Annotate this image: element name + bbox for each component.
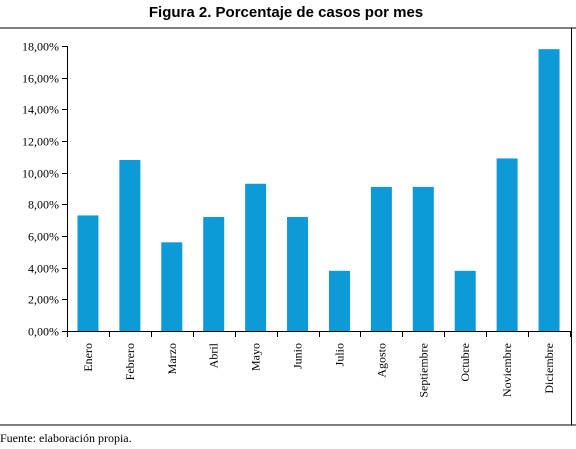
x-category-label: Mayo	[249, 343, 263, 371]
x-category-label: Septiembre	[416, 343, 430, 398]
bar-julio	[328, 270, 350, 331]
x-category-label: Octubre	[458, 343, 472, 382]
y-axis: 0,00% 2,00% 4,00% 6,00% 8,00% 10,00% 12,00% 14,…	[22, 40, 68, 339]
source-note: Fuente: elaboración propia.	[0, 431, 132, 445]
bars-group	[77, 49, 560, 332]
bar-junio	[287, 217, 309, 331]
bar-marzo	[161, 242, 183, 331]
y-tick-label: 6,00%	[28, 230, 59, 244]
bar-mayo	[245, 183, 267, 331]
x-category-label: Diciembre	[542, 343, 556, 394]
y-tick-label: 18,00%	[22, 40, 59, 54]
y-tick-label: 12,00%	[22, 135, 59, 149]
x-category-label: Febrero	[123, 343, 137, 380]
x-category-label: Julio	[332, 343, 346, 366]
y-tick-label: 4,00%	[28, 262, 59, 276]
y-tick-label: 2,00%	[28, 293, 59, 307]
x-category-label: Enero	[81, 343, 95, 372]
y-tick-label: 8,00%	[28, 198, 59, 212]
bar-abril	[203, 217, 225, 331]
chart-title: Figura 2. Porcentaje de casos por mes	[149, 4, 423, 21]
bar-febrero	[119, 160, 141, 331]
bar-enero	[77, 215, 99, 331]
x-category-label: Junio	[291, 343, 305, 369]
y-tick-label: 10,00%	[22, 167, 59, 181]
bar-noviembre	[496, 158, 518, 331]
x-axis: Enero Febrero Marzo Abril Mayo Junio Julio Agos…	[67, 331, 571, 398]
x-category-label: Noviembre	[500, 343, 514, 397]
x-category-label: Agosto	[374, 343, 388, 378]
bar-agosto	[370, 186, 392, 331]
bar-octubre	[454, 270, 476, 331]
y-tick-label: 16,00%	[22, 72, 59, 86]
x-category-label: Marzo	[165, 343, 179, 374]
y-tick-label: 14,00%	[22, 103, 59, 117]
bar-diciembre	[538, 49, 560, 332]
x-category-label: Abril	[207, 342, 221, 368]
y-tick-label: 0,00%	[28, 325, 59, 339]
bar-septiembre	[412, 186, 434, 331]
